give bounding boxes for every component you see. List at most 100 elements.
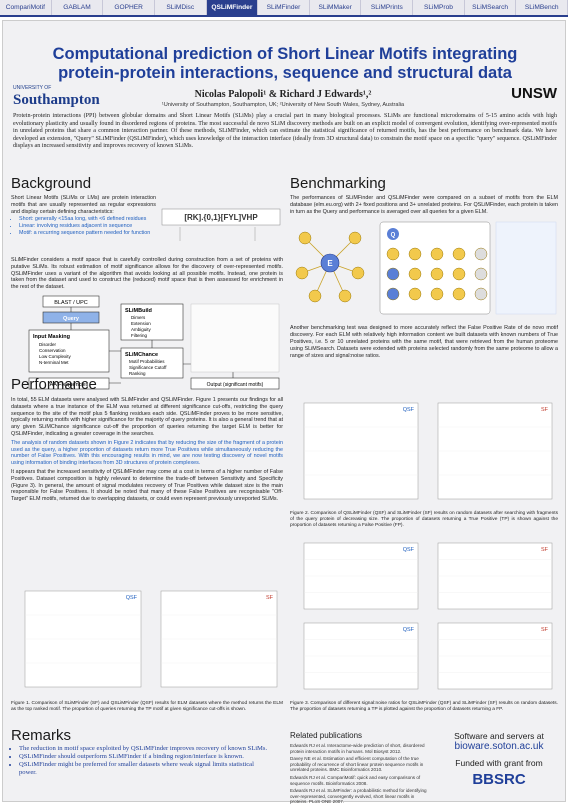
poster-title: Computational prediction of Short Linear… xyxy=(52,45,518,82)
poster: Computational prediction of Short Linear… xyxy=(2,20,566,804)
box-item: Motif Probabilities xyxy=(129,359,165,364)
bullet: QSLiMFinder might be preferred for small… xyxy=(19,761,273,777)
background-section: Background Short Linear Motifs (SLiMs or… xyxy=(11,175,283,397)
bullet: Short: generally <15aa long, with <6 def… xyxy=(19,216,156,223)
query-node xyxy=(387,228,399,241)
nav-tab[interactable]: SLiMFinder xyxy=(258,0,310,15)
logo-text: UNIVERSITY OF xyxy=(13,85,52,91)
section-heading: Performance xyxy=(11,376,97,393)
panel-title: SF xyxy=(266,595,274,601)
tool-nav: CompariMotif GABLAM GOPHER SLiMDisc QSLi… xyxy=(0,0,568,17)
box-item: Ranking xyxy=(129,371,146,376)
panel-title: QSF xyxy=(403,627,415,633)
nav-tab[interactable]: SLiMProb xyxy=(413,0,465,15)
box xyxy=(28,377,110,390)
nav-tab[interactable]: CompariMotif xyxy=(0,0,52,15)
benchmarking-section: Benchmarking The performances of SLiMFin… xyxy=(290,175,558,359)
publications-heading: Related publications xyxy=(290,731,363,740)
panel-title: QSF xyxy=(403,407,415,413)
paragraph: The performances of SLiMFinder and QSLiM… xyxy=(290,195,558,215)
box-item: Disorder xyxy=(39,342,57,347)
nav-tab[interactable]: SLiMPrints xyxy=(361,0,414,15)
motif-illustration: [RK].{0,1}[FYL]VHP xyxy=(161,208,281,241)
bullet: Motif: a recurring sequence pattern need… xyxy=(19,230,156,237)
publication: Edwards RJ et al. Interactome-wide predi… xyxy=(290,743,425,754)
box xyxy=(120,347,184,379)
hub-node xyxy=(320,254,340,273)
box-item: Filtering xyxy=(131,333,148,338)
section-heading: Benchmarking xyxy=(290,175,386,192)
figure-3: QSF SF QSF SF xyxy=(303,542,553,690)
nav-tab[interactable]: SLiMDisc xyxy=(155,0,207,15)
remarks-section: Remarks The reduction in motif space exp… xyxy=(11,727,273,777)
publication: Edwards RJ et al. SLiMFinder: a probabil… xyxy=(290,788,427,804)
logo-unsw: UNSW xyxy=(511,85,557,102)
box-item: Extension xyxy=(131,321,151,326)
notes-panel xyxy=(495,222,557,315)
regex-box xyxy=(161,208,281,226)
paragraph: Short Linear Motifs (SLiMs or LMs) are p… xyxy=(11,195,156,215)
authors: Nicolas Palopoli¹ & Richard J Edwards¹,² xyxy=(194,89,372,100)
abstract: Protein-protein interactions (PPI) betwe… xyxy=(13,113,557,150)
performance-text: In total, 55 ELM datasets were analysed … xyxy=(11,397,283,503)
section-heading: Background xyxy=(11,175,92,192)
paragraph: In total, 55 ELM datasets were analysed … xyxy=(11,397,283,437)
workflow-diagram: BLAST / UPC Query Input Masking Disorder… xyxy=(28,295,280,390)
regex: [RK].{0,1}[FYL]VHP xyxy=(184,213,258,222)
box-item: Dimers xyxy=(131,315,146,320)
bullet: The reduction in motif space exploited b… xyxy=(19,745,273,753)
panel-title: SF xyxy=(541,547,549,553)
box xyxy=(120,303,184,341)
query-label: Q xyxy=(391,233,396,239)
figure-caption: Figure 3. Comparison of different signal… xyxy=(290,701,558,712)
panel-title: QSF xyxy=(126,595,138,601)
paragraph: Another benchmarking test was designed t… xyxy=(290,325,558,359)
box-label: SLiMChance xyxy=(125,352,158,358)
publication: Edwards RJ et al. CompariMotif: quick an… xyxy=(290,774,421,786)
publications: Related publications Edwards RJ et al. I… xyxy=(290,731,430,804)
paragraph: It appears that the increased sensitivit… xyxy=(11,468,283,503)
funding-text: Funded with grant from xyxy=(455,758,543,768)
box-item: Conservation xyxy=(39,348,66,353)
affiliations: ¹University of Southampton, Southampton,… xyxy=(161,102,405,108)
software-url[interactable]: bioware.soton.ac.uk xyxy=(454,741,544,752)
box-item: Low Complexity xyxy=(39,354,72,359)
paragraph: SLiMFinder considers a motif space that … xyxy=(11,257,283,291)
bullet: Linear: involving residues adjacent in s… xyxy=(19,223,156,230)
funder-logo: BBSRC xyxy=(472,771,526,788)
box-label: Input Masking xyxy=(33,334,70,340)
nav-tab[interactable]: SLiMSearch xyxy=(465,0,517,15)
logo-text: Southampton xyxy=(13,92,100,108)
nav-tab[interactable]: SLiMBench xyxy=(516,0,568,15)
software-text: Software and servers at xyxy=(454,731,544,741)
figure-caption: Figure 1. Comparison of SLiMFinder (SF) … xyxy=(11,701,283,712)
bullet-list: Short: generally <15aa long, with <6 def… xyxy=(19,216,156,236)
logo-southampton: UNIVERSITY OF Southampton xyxy=(13,85,100,109)
hub-label: E xyxy=(327,259,333,268)
panel-title: SF xyxy=(541,627,549,633)
section-heading: Remarks xyxy=(11,727,72,744)
figure-1: QSF SF xyxy=(24,590,278,688)
paragraph: The analysis of random datasets shown in… xyxy=(11,439,283,467)
nav-tab[interactable]: GOPHER xyxy=(103,0,155,15)
notes-panel xyxy=(190,303,280,373)
box xyxy=(190,377,280,390)
box-label: BLAST / UPC xyxy=(54,300,88,306)
figure-caption: Figure 2. Comparison of QSLiMFinder (QSF… xyxy=(290,511,558,528)
box-label: Query xyxy=(63,316,80,322)
nav-tab-active[interactable]: QSLiMFinder xyxy=(206,0,259,15)
footer: Software and servers at bioware.soton.ac… xyxy=(437,731,561,788)
panel-title: SF xyxy=(541,407,549,413)
figure-2: QSF SF xyxy=(303,402,553,500)
performance-section: Performance xyxy=(11,376,559,393)
arrows xyxy=(70,306,234,384)
nav-tab[interactable]: SLiMMaker xyxy=(310,0,362,15)
nav-tab[interactable]: GABLAM xyxy=(52,0,104,15)
box-label: SLiMBuild xyxy=(125,308,152,314)
panel-title: QSF xyxy=(403,547,415,553)
box-label: Output (significant motifs) xyxy=(207,382,264,388)
bullet: QSLiMFinder should outperform SLiMFinder… xyxy=(19,753,273,761)
box-item: Ambiguity xyxy=(131,327,152,332)
box-label: AA Frequencies xyxy=(50,382,89,388)
